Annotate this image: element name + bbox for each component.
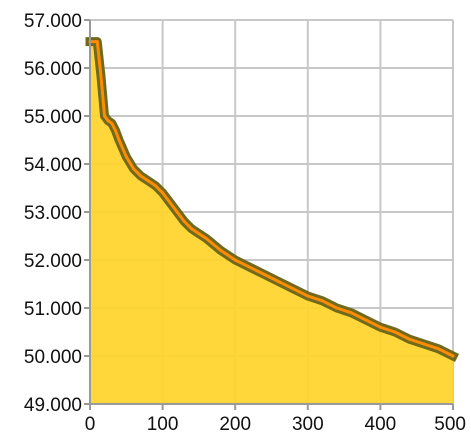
y-tick-label-3: 52.000 (24, 251, 82, 272)
y-tick-label-2: 51.000 (24, 299, 82, 320)
data-point-36 (451, 354, 455, 358)
x-tick-label-2: 200 (219, 414, 251, 435)
data-point-25 (291, 287, 295, 291)
data-point-6 (113, 128, 117, 132)
data-point-26 (306, 294, 310, 298)
x-tick-label-1: 100 (147, 414, 179, 435)
y-tick-label-1: 50.000 (24, 347, 82, 368)
line-layer (85, 37, 460, 363)
data-point-29 (349, 311, 353, 315)
y-tick-label-4: 53.000 (24, 203, 82, 224)
data-point-4 (106, 119, 110, 123)
data-point-17 (190, 227, 194, 231)
y-tick-label-6: 55.000 (24, 107, 82, 128)
data-point-31 (378, 325, 382, 329)
y-tick-label-0: 49.000 (24, 395, 82, 416)
data-point-10 (139, 174, 143, 178)
data-point-33 (407, 337, 411, 341)
y-tick-label-8: 57.000 (24, 11, 82, 32)
data-point-14 (168, 200, 172, 204)
data-point-18 (197, 232, 201, 236)
area-fill (90, 41, 453, 404)
data-point-24 (277, 280, 281, 284)
data-point-27 (320, 299, 324, 303)
data-point-23 (262, 272, 266, 276)
data-point-16 (182, 220, 186, 224)
data-point-5 (110, 121, 114, 125)
y-tick-label-7: 56.000 (24, 59, 82, 80)
axis-layer (84, 19, 454, 410)
x-tick-label-0: 0 (85, 414, 96, 435)
data-point-35 (436, 347, 440, 351)
data-point-19 (204, 236, 208, 240)
area-layer (90, 41, 453, 404)
data-point-34 (422, 342, 426, 346)
x-tick-label-5: 500 (434, 414, 466, 435)
data-point-3 (103, 114, 107, 118)
data-point-11 (146, 179, 150, 183)
data-point-15 (175, 210, 179, 214)
data-point-30 (364, 318, 368, 322)
data-point-9 (132, 167, 136, 171)
data-point-1 (95, 40, 99, 44)
data-point-8 (124, 155, 128, 159)
data-point-2 (99, 73, 103, 77)
x-tick-label-3: 300 (292, 414, 324, 435)
data-point-32 (393, 330, 397, 334)
data-point-28 (335, 306, 339, 310)
label-layer: 49.000 50.000 51.000 52.000 53.000 54.000 55.0… (24, 11, 466, 435)
data-point-7 (117, 138, 121, 142)
x-tick-label-4: 400 (365, 414, 397, 435)
data-point-20 (219, 248, 223, 252)
y-tick-label-5: 54.000 (24, 155, 82, 176)
data-point-13 (161, 191, 165, 195)
data-point-12 (153, 184, 157, 188)
data-point-22 (248, 265, 252, 269)
data-point-21 (233, 258, 237, 262)
